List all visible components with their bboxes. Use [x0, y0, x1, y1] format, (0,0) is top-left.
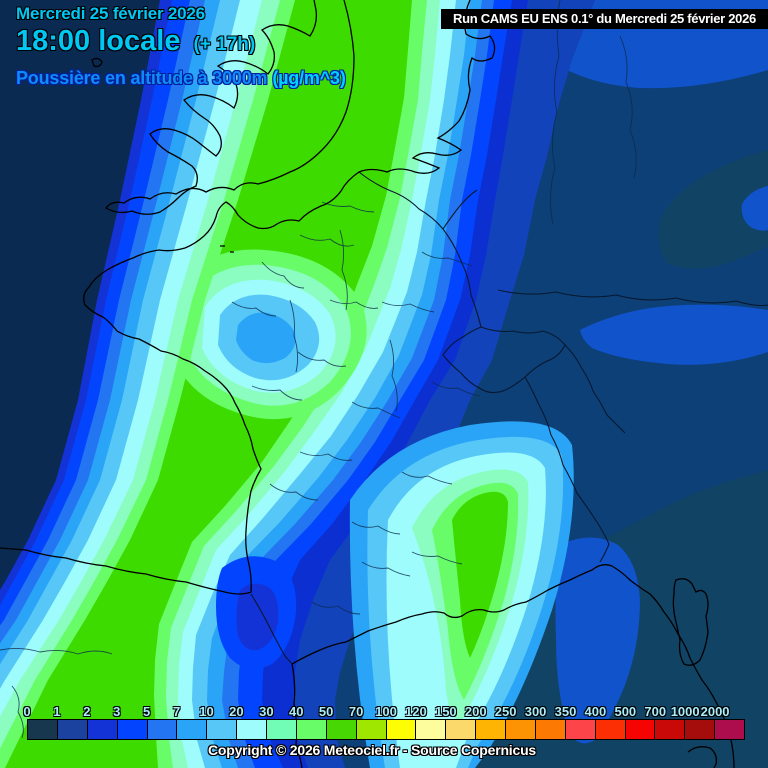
bright-patch-gulf-of-lion	[555, 537, 640, 744]
parameter-unit: (µg/m^3)	[272, 68, 346, 88]
colorbar-label: 250	[494, 704, 517, 719]
parameter-row: Poussière en altitude à 3000m (µg/m^3)	[16, 68, 346, 89]
coastline-corsica	[672, 578, 709, 666]
channel-islands	[220, 245, 234, 253]
colorbar-cells	[27, 719, 745, 740]
colorbar-cell	[446, 719, 477, 740]
bright-patch-east-band	[580, 304, 768, 365]
colorbar-cell	[625, 719, 656, 740]
colorbar-cell	[506, 719, 536, 740]
colorbar-label: 3	[113, 704, 121, 719]
coastline-mediterranean	[291, 564, 735, 768]
blob-southwest-royal	[236, 583, 279, 651]
colorbar-cell	[87, 719, 118, 740]
colorbar-label: 400	[584, 704, 607, 719]
national-borders	[250, 171, 768, 665]
copyright-label: Copyright © 2026 Meteociel.fr - Source C…	[207, 742, 537, 758]
coastline-continent-atlantic	[0, 0, 496, 595]
colorbar-label: 2000	[700, 704, 730, 719]
run-info-box: Run CAMS EU ENS 0.1° du Mercredi 25 févr…	[441, 9, 768, 29]
colorbar-cell	[595, 719, 626, 740]
colorbar-cell	[27, 719, 58, 740]
coastline-sardinia	[687, 746, 718, 768]
colorbar-label: 200	[464, 704, 487, 719]
colorbar-cell	[207, 719, 238, 740]
colorbar-label: 350	[554, 704, 577, 719]
atlantic-ocean-dark	[0, 0, 160, 768]
colorbar-label: 0	[23, 704, 31, 719]
colorbar-cell	[147, 719, 178, 740]
colorbar-label: 40	[289, 704, 304, 719]
colorbar-label: 700	[644, 704, 667, 719]
colorbar-cell	[535, 719, 566, 740]
title-block: Mercredi 25 février 2026 18:00 locale (+…	[16, 4, 346, 89]
colorbar-label: 1	[53, 704, 61, 719]
colorbar-label: 5	[143, 704, 151, 719]
time-label: 18:00 locale	[16, 25, 181, 57]
colorbar-cell	[356, 719, 387, 740]
colorbar-cell	[416, 719, 447, 740]
colorbar-cell	[296, 719, 327, 740]
colorbar-cell	[565, 719, 596, 740]
islet	[91, 57, 103, 68]
colorbar-label: 30	[259, 704, 274, 719]
colorbar-cell	[715, 719, 745, 740]
pocket-lightblue	[236, 312, 296, 364]
colorbar-label: 120	[405, 704, 427, 719]
colorbar-cell	[177, 719, 208, 740]
colorbar-label: 100	[375, 704, 397, 719]
colorbar-cell	[117, 719, 148, 740]
colorbar-label: 7	[172, 704, 181, 719]
colorbar-cell	[685, 719, 716, 740]
colorbar-label: 1000	[670, 704, 700, 719]
colorbar-label: 500	[614, 704, 637, 719]
colorbar-label: 10	[199, 704, 214, 719]
colorbar-label: 2	[83, 704, 91, 719]
parameter-label: Poussière en altitude à 3000m	[16, 68, 268, 88]
coastline-england	[105, 0, 355, 215]
colorbar-label: 50	[318, 704, 334, 719]
colorbar-cell	[57, 719, 88, 740]
colorbar-labels: 0 1 2 3 5 7 10 20 30 40 50 70 100 120 150 200 250 300 350 4…	[23, 704, 745, 719]
bright-patch-east-small	[741, 186, 768, 231]
coastlines	[0, 0, 735, 768]
colorbar-scale: 0 1 2 3 5 7 10 20 30 40 50 70 100 120 150 200 250 300 350 4…	[23, 704, 745, 740]
colorbar-label: 300	[524, 704, 547, 719]
colorbar-label: 70	[348, 704, 364, 719]
colorbar-label: 20	[229, 704, 244, 719]
slate-patch-east	[658, 150, 768, 269]
colorbar-cell	[655, 719, 686, 740]
colorbar-cell	[326, 719, 357, 740]
colorbar-cell	[476, 719, 506, 740]
colorbar-cell	[267, 719, 297, 740]
department-boundaries	[0, 0, 637, 739]
colorbar-cell	[237, 719, 267, 740]
date-label: Mercredi 25 février 2026	[16, 4, 205, 23]
colorbar-label: 150	[434, 704, 457, 719]
colorbar-cell	[386, 719, 417, 740]
time-offset-label: (+ 17h)	[193, 34, 256, 55]
ridge-south-green	[452, 491, 508, 658]
time-row: 18:00 locale (+ 17h)	[16, 25, 346, 58]
